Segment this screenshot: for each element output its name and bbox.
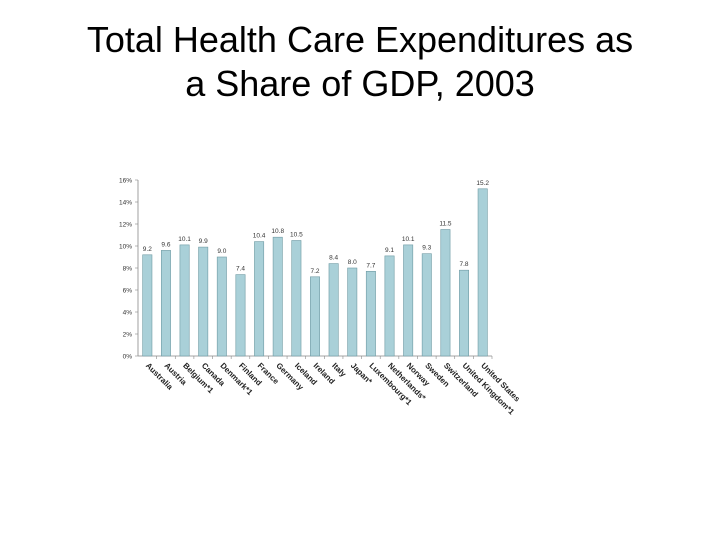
bar [365,270,376,357]
bar-value-label: 7.2 [310,268,319,275]
title-line-2: a Share of GDP, 2003 [185,63,535,104]
bar [291,240,302,357]
y-tick-label: 14% [119,199,132,206]
slide-title: Total Health Care Expenditures as a Shar… [0,18,720,106]
bar [160,250,171,357]
y-tick-label: 10% [119,243,132,250]
bar-value-label: 10.4 [253,233,266,240]
bar [459,269,470,357]
bar [384,255,395,357]
bar-value-label: 8.0 [348,259,357,266]
chart-bars [142,188,488,357]
bar [421,253,432,357]
bar [235,274,246,357]
bar [142,254,153,357]
y-tick-label: 6% [123,287,133,294]
bar-value-label: 11.5 [439,221,452,228]
bar-value-label: 9.9 [199,238,208,245]
title-line-1: Total Health Care Expenditures as [86,19,634,60]
bar [198,246,209,357]
bar [254,241,265,357]
bar-value-label: 10.5 [290,232,303,239]
bar-value-label: 9.0 [217,248,226,255]
bar-value-label: 10.1 [402,236,415,243]
bar-value-label: 7.4 [236,266,245,273]
bar-value-label: 15.2 [476,180,489,187]
bar [440,229,451,357]
chart-axes: 0% 2% 4% 6% 8% 10% 12% 14% 16% [119,177,493,360]
bar [347,267,358,357]
y-tick-label: 0% [123,353,133,360]
bar [272,236,283,357]
bar-value-label: 9.3 [422,245,431,252]
bar-value-label: 9.1 [385,247,394,254]
bar-value-label: 10.1 [178,236,191,243]
bar [328,263,339,357]
bar [216,256,227,357]
bar [310,276,320,357]
bar [179,244,190,357]
bar-value-label: 7.7 [366,262,375,269]
bar [403,244,414,357]
bar-value-label: 7.8 [460,261,469,268]
y-tick-label: 4% [123,309,133,316]
bar-value-label: 9.6 [161,241,170,248]
y-tick-label: 2% [123,331,133,338]
y-tick-label: 16% [119,177,132,184]
bar-value-label: 10.8 [271,228,284,235]
bar-value-label: 8.4 [329,255,338,262]
y-tick-label: 12% [119,221,132,228]
bar-value-label: 9.2 [143,246,152,253]
y-tick-label: 8% [123,265,133,272]
bar [477,188,488,357]
